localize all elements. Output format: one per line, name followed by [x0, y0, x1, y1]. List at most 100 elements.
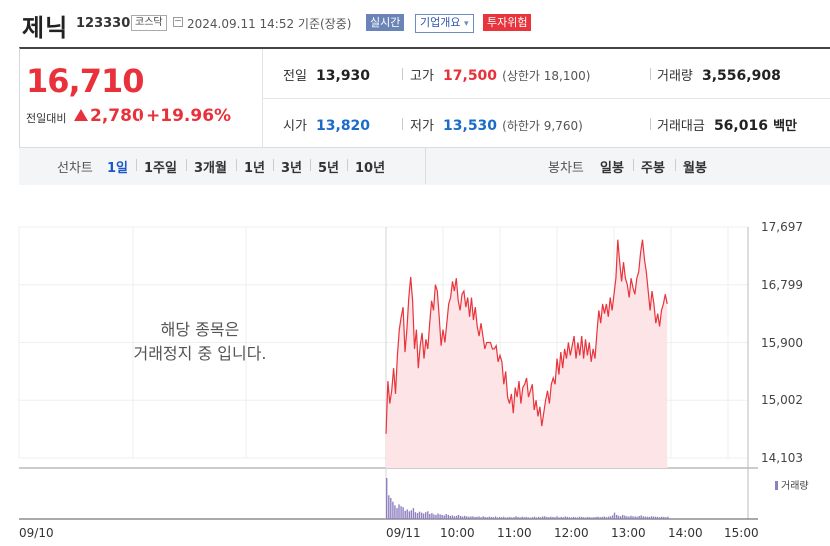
open-price: 시가 13,820 [283, 115, 370, 134]
price-chart[interactable] [0, 200, 830, 546]
volume-bar [484, 516, 486, 519]
volume-bar [624, 515, 626, 519]
volume-bar [412, 508, 415, 519]
volume-bar [628, 516, 630, 519]
amount-label: 거래대금 [657, 119, 705, 134]
volume-bar [617, 515, 620, 519]
realtime-button[interactable]: 실시간 [366, 14, 405, 31]
volume-bar [433, 514, 435, 519]
volume-bar [455, 515, 458, 519]
divider [633, 159, 634, 171]
open-value: 13,820 [316, 118, 371, 134]
candle-weekly[interactable]: 주봉 [641, 161, 665, 176]
trading-halt-notice: 해당 종목은 거래정지 중 입니다. [100, 318, 300, 366]
company-overview-dropdown[interactable]: 기업개요 ▾ [415, 14, 474, 33]
volume-bar [422, 513, 425, 519]
volume-bar [585, 517, 587, 519]
period-1d[interactable]: 1일 [107, 161, 129, 176]
volume-bar [626, 516, 628, 519]
y-tick-label: 17,697 [761, 220, 803, 234]
volume-bar [638, 516, 640, 519]
volume-bar [486, 517, 488, 519]
period-5y[interactable]: 5년 [318, 161, 340, 176]
volume-value: 3,556,908 [701, 68, 781, 84]
volume-bar [414, 512, 417, 519]
volume-bar [431, 513, 433, 519]
volume-bar [591, 517, 593, 519]
divider [402, 68, 403, 80]
volume-bar [542, 516, 544, 519]
company-overview-label: 기업개요 [420, 16, 461, 29]
volume-bar [630, 515, 632, 519]
volume-bar [535, 517, 538, 519]
volume-bar [656, 516, 659, 519]
volume-bar [552, 516, 554, 519]
x-tick-label: 10:00 [440, 526, 475, 540]
volume-bar [650, 516, 653, 519]
price-area [385, 239, 668, 468]
divider [425, 148, 426, 184]
volume-bar [667, 516, 669, 519]
volume-bar [388, 495, 390, 519]
volume-bar [418, 511, 421, 519]
volume-bar [521, 516, 523, 519]
y-tick-label: 16,799 [761, 277, 803, 292]
period-1w[interactable]: 1주일 [144, 161, 177, 176]
volume-bar [496, 517, 499, 519]
divider [273, 159, 274, 171]
period-10y[interactable]: 10년 [355, 161, 386, 176]
volume-bar [537, 516, 540, 519]
market-badge: 코스닥 [131, 15, 167, 31]
volume-bar [427, 511, 429, 519]
volume-bar [564, 516, 566, 519]
volume-bar [457, 514, 460, 519]
volume-bar [531, 517, 534, 519]
volume-bar [527, 517, 529, 519]
divider [236, 159, 237, 171]
volume-bar [566, 516, 568, 519]
period-1y[interactable]: 1년 [244, 161, 266, 176]
volume-bar [408, 511, 410, 519]
volume-bar [659, 517, 661, 519]
volume-bar [451, 515, 454, 519]
volume-bar [494, 516, 497, 519]
volume-bar [572, 516, 575, 519]
volume-bar [646, 516, 649, 519]
calendar-icon [173, 17, 183, 27]
candle-monthly[interactable]: 월봉 [683, 161, 707, 176]
period-3m[interactable]: 3개월 [194, 161, 227, 176]
line-chart-label: 선차트 [57, 161, 93, 176]
volume-bar [498, 516, 501, 519]
volume-bar [482, 516, 484, 519]
volume-bar [464, 515, 466, 519]
volume-bar [435, 514, 437, 519]
volume-bar [429, 514, 431, 519]
volume-bar [562, 517, 564, 519]
volume-bar [416, 513, 419, 519]
x-tick-label: 09/10 [19, 526, 54, 540]
volume-bar [578, 516, 581, 519]
volume-bar [392, 501, 394, 519]
volume-bar [663, 516, 665, 519]
divider [650, 68, 651, 80]
volume-bar [620, 516, 622, 519]
volume-bar [404, 510, 406, 519]
volume-bar [523, 517, 525, 519]
volume-bar [478, 516, 480, 519]
volume-bar [468, 516, 470, 519]
volume-bars [386, 478, 669, 519]
volume-bar [576, 517, 579, 519]
low-value: 13,530 [443, 118, 498, 134]
volume-bar [603, 516, 605, 519]
volume-bar [480, 517, 482, 519]
x-tick-label: 15:00 [724, 526, 759, 540]
volume-bar [652, 516, 655, 519]
volume-bar [474, 516, 476, 519]
divider [136, 159, 137, 171]
volume-bar [519, 517, 521, 519]
change-amount: 2,780 [90, 106, 144, 126]
period-3y[interactable]: 3년 [281, 161, 303, 176]
trade-amount: 거래대금 56,016 백만 [657, 115, 797, 134]
volume-bar [472, 516, 474, 519]
candle-daily[interactable]: 일봉 [600, 161, 624, 176]
